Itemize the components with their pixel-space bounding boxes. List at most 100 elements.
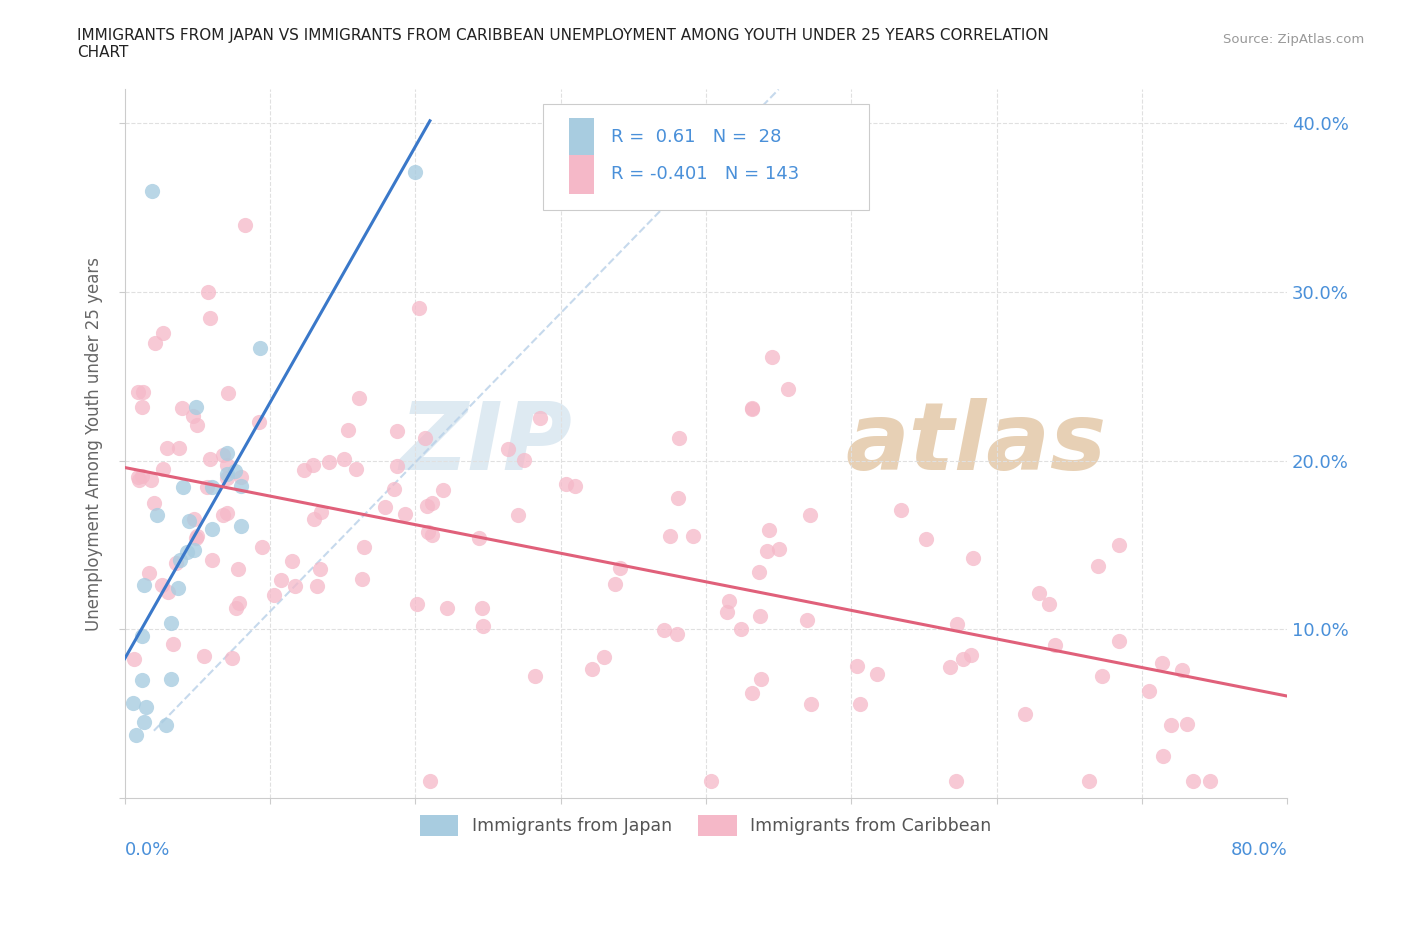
- Point: [165, 555, 187, 570]
- Point: [184, 400, 207, 415]
- Point: [122, 696, 145, 711]
- Point: [471, 601, 494, 616]
- Point: [135, 700, 157, 715]
- Point: [162, 637, 184, 652]
- Point: [307, 578, 329, 593]
- Point: [336, 423, 359, 438]
- Point: [160, 616, 183, 631]
- Point: [150, 578, 173, 592]
- Point: [127, 470, 149, 485]
- Point: [138, 565, 160, 580]
- Point: [353, 539, 375, 554]
- Point: [716, 604, 738, 619]
- Point: [849, 697, 872, 711]
- Point: [143, 496, 166, 511]
- Point: [247, 415, 270, 430]
- Point: [344, 461, 367, 476]
- Point: [756, 543, 779, 558]
- Point: [217, 386, 239, 401]
- Point: [198, 311, 221, 325]
- Text: R =  0.61   N =  28: R = 0.61 N = 28: [610, 128, 780, 146]
- Point: [890, 503, 912, 518]
- Point: [128, 472, 150, 487]
- Point: [170, 401, 193, 416]
- Point: [302, 512, 325, 526]
- Point: [167, 580, 190, 595]
- Point: [1038, 597, 1060, 612]
- Point: [512, 453, 534, 468]
- Point: [387, 458, 409, 473]
- Point: [945, 617, 967, 631]
- Point: [281, 553, 304, 568]
- Point: [132, 578, 155, 592]
- Point: [603, 577, 626, 591]
- Point: [432, 483, 454, 498]
- Point: [141, 472, 163, 487]
- Point: [195, 479, 218, 494]
- Point: [659, 528, 682, 543]
- Point: [302, 458, 325, 472]
- Point: [231, 519, 253, 534]
- Point: [1175, 716, 1198, 731]
- Text: atlas: atlas: [845, 398, 1107, 490]
- Point: [250, 539, 273, 554]
- Point: [270, 572, 292, 587]
- Point: [749, 608, 772, 623]
- Point: [741, 686, 763, 701]
- Point: [347, 391, 370, 405]
- Point: [420, 527, 443, 542]
- Point: [1199, 774, 1222, 789]
- Point: [224, 463, 246, 478]
- Point: [581, 662, 603, 677]
- Point: [309, 562, 332, 577]
- Point: [1091, 669, 1114, 684]
- Point: [309, 504, 332, 519]
- Point: [404, 165, 426, 179]
- Point: [952, 651, 974, 666]
- Point: [529, 410, 551, 425]
- Point: [800, 697, 823, 711]
- Point: [318, 455, 340, 470]
- Point: [506, 508, 529, 523]
- Point: [201, 522, 224, 537]
- Point: [201, 552, 224, 567]
- Point: [152, 326, 174, 341]
- Point: [155, 718, 177, 733]
- Legend: Immigrants from Japan, Immigrants from Caribbean: Immigrants from Japan, Immigrants from C…: [413, 807, 998, 843]
- Point: [945, 774, 967, 789]
- Point: [915, 532, 938, 547]
- Point: [183, 543, 205, 558]
- Point: [1108, 634, 1130, 649]
- Point: [132, 715, 155, 730]
- Y-axis label: Unemployment Among Youth under 25 years: Unemployment Among Youth under 25 years: [86, 257, 103, 631]
- Point: [1078, 774, 1101, 789]
- Point: [717, 594, 740, 609]
- Point: [1152, 749, 1174, 764]
- Point: [145, 508, 167, 523]
- Point: [761, 349, 783, 364]
- Point: [350, 571, 373, 586]
- Point: [193, 649, 215, 664]
- Point: [125, 727, 148, 742]
- Point: [866, 667, 889, 682]
- Point: [160, 671, 183, 686]
- Point: [131, 673, 153, 688]
- Point: [436, 601, 458, 616]
- Point: [959, 647, 981, 662]
- Point: [1043, 638, 1066, 653]
- Point: [131, 469, 153, 484]
- Point: [796, 612, 818, 627]
- Point: [1087, 559, 1109, 574]
- Point: [1181, 774, 1204, 789]
- Point: [468, 530, 491, 545]
- Point: [1150, 656, 1173, 671]
- Point: [131, 629, 153, 644]
- Point: [186, 531, 208, 546]
- Text: IMMIGRANTS FROM JAPAN VS IMMIGRANTS FROM CARIBBEAN UNEMPLOYMENT AMONG YOUTH UNDE: IMMIGRANTS FROM JAPAN VS IMMIGRANTS FROM…: [77, 28, 1049, 60]
- Point: [127, 384, 149, 399]
- Point: [420, 496, 443, 511]
- Point: [741, 401, 763, 416]
- Point: [249, 340, 271, 355]
- Point: [131, 399, 153, 414]
- Point: [741, 402, 763, 417]
